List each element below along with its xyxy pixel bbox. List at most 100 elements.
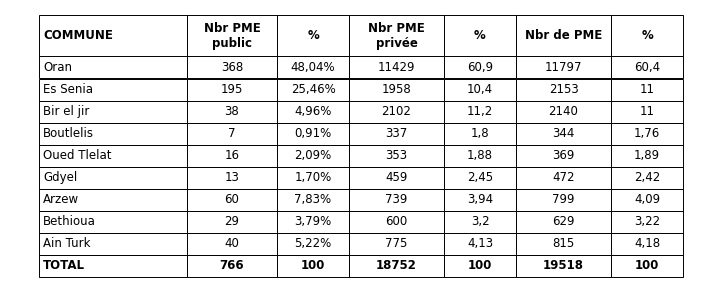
Text: 100: 100 xyxy=(468,259,492,272)
Bar xyxy=(611,166,683,189)
Text: 10,4: 10,4 xyxy=(467,83,493,96)
Text: 11,2: 11,2 xyxy=(467,105,493,118)
Bar xyxy=(444,100,516,123)
Text: 7,83%: 7,83% xyxy=(295,193,331,206)
Bar xyxy=(444,145,516,166)
Bar xyxy=(39,79,187,100)
Text: 2140: 2140 xyxy=(549,105,578,118)
Text: 60,4: 60,4 xyxy=(634,61,660,74)
Bar xyxy=(444,56,516,79)
Bar xyxy=(277,189,349,210)
Bar xyxy=(39,100,187,123)
Text: 11797: 11797 xyxy=(545,61,582,74)
Text: %: % xyxy=(641,29,653,42)
Bar xyxy=(277,79,349,100)
Text: 60: 60 xyxy=(225,193,240,206)
Text: 629: 629 xyxy=(552,215,575,228)
Bar xyxy=(516,15,611,56)
Bar xyxy=(611,100,683,123)
Text: 3,79%: 3,79% xyxy=(295,215,331,228)
Bar xyxy=(349,100,444,123)
Text: Nbr PME
public: Nbr PME public xyxy=(204,22,261,49)
Text: Boutlelis: Boutlelis xyxy=(43,127,94,140)
Bar xyxy=(277,233,349,255)
Bar xyxy=(516,233,611,255)
Text: 11: 11 xyxy=(640,105,655,118)
Bar xyxy=(349,56,444,79)
Text: 1,76: 1,76 xyxy=(634,127,660,140)
Text: 1,70%: 1,70% xyxy=(295,171,331,184)
Bar xyxy=(39,255,187,276)
Bar xyxy=(444,166,516,189)
Text: 368: 368 xyxy=(221,61,243,74)
Bar xyxy=(611,233,683,255)
Text: 195: 195 xyxy=(221,83,243,96)
Bar xyxy=(187,123,277,145)
Bar xyxy=(187,233,277,255)
Text: 13: 13 xyxy=(225,171,240,184)
Bar xyxy=(444,255,516,276)
Bar xyxy=(611,255,683,276)
Text: 40: 40 xyxy=(225,237,240,250)
Text: Oran: Oran xyxy=(43,61,72,74)
Text: 3,2: 3,2 xyxy=(471,215,490,228)
Bar xyxy=(444,210,516,233)
Bar xyxy=(187,189,277,210)
Text: 4,96%: 4,96% xyxy=(295,105,331,118)
Text: 38: 38 xyxy=(225,105,240,118)
Text: Arzew: Arzew xyxy=(43,193,79,206)
Bar xyxy=(349,255,444,276)
Bar xyxy=(444,233,516,255)
Bar xyxy=(349,166,444,189)
Text: 4,18: 4,18 xyxy=(634,237,660,250)
Text: 11: 11 xyxy=(640,83,655,96)
Text: Gdyel: Gdyel xyxy=(43,171,77,184)
Bar xyxy=(516,210,611,233)
Bar xyxy=(349,210,444,233)
Bar xyxy=(39,189,187,210)
Text: Oued Tlelat: Oued Tlelat xyxy=(43,149,111,162)
Bar xyxy=(516,123,611,145)
Text: 459: 459 xyxy=(386,171,408,184)
Bar xyxy=(277,15,349,56)
Text: 100: 100 xyxy=(635,259,659,272)
Bar xyxy=(39,233,187,255)
Bar xyxy=(39,123,187,145)
Bar xyxy=(349,15,444,56)
Bar xyxy=(349,189,444,210)
Bar xyxy=(39,15,187,56)
Text: %: % xyxy=(474,29,486,42)
Text: Ain Turk: Ain Turk xyxy=(43,237,90,250)
Text: 3,22: 3,22 xyxy=(634,215,660,228)
Bar xyxy=(187,79,277,100)
Bar xyxy=(349,145,444,166)
Text: Nbr de PME: Nbr de PME xyxy=(525,29,602,42)
Bar xyxy=(516,166,611,189)
Bar xyxy=(277,56,349,79)
Text: 337: 337 xyxy=(386,127,408,140)
Bar xyxy=(611,145,683,166)
Bar xyxy=(187,15,277,56)
Text: 1,8: 1,8 xyxy=(471,127,490,140)
Text: 7: 7 xyxy=(228,127,236,140)
Text: 2102: 2102 xyxy=(381,105,412,118)
Bar xyxy=(187,145,277,166)
Text: 472: 472 xyxy=(552,171,575,184)
Bar xyxy=(187,56,277,79)
Bar xyxy=(277,210,349,233)
Text: 775: 775 xyxy=(386,237,408,250)
Text: 766: 766 xyxy=(219,259,244,272)
Bar xyxy=(444,15,516,56)
Text: 60,9: 60,9 xyxy=(467,61,493,74)
Text: %: % xyxy=(307,29,319,42)
Bar xyxy=(277,123,349,145)
Bar xyxy=(187,100,277,123)
Bar xyxy=(516,79,611,100)
Text: 25,46%: 25,46% xyxy=(291,83,336,96)
Bar xyxy=(516,100,611,123)
Bar xyxy=(39,145,187,166)
Text: 3,94: 3,94 xyxy=(467,193,493,206)
Bar xyxy=(611,15,683,56)
Text: 1958: 1958 xyxy=(382,83,412,96)
Text: 739: 739 xyxy=(386,193,408,206)
